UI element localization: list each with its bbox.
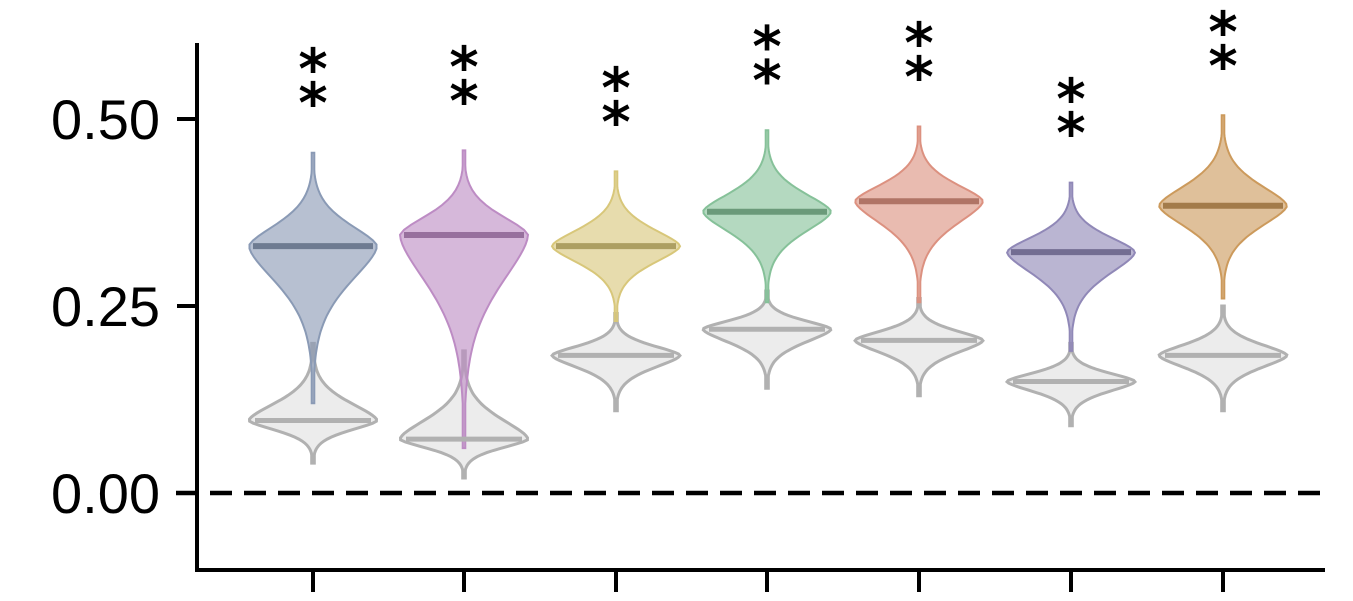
significance-star: * (601, 56, 630, 121)
colored-violin (1005, 181, 1137, 352)
baseline-violin (853, 297, 985, 398)
significance-star: * (904, 11, 933, 76)
colored-violin (854, 125, 984, 304)
significance-star: * (601, 90, 630, 155)
y-ticks: 0.00 0.25 0.50 (51, 88, 197, 525)
significance-star: * (1056, 68, 1085, 133)
significance-star: * (449, 35, 478, 100)
violin-group-3 (550, 170, 682, 413)
significance-markers: **** ****** **** (298, 0, 1237, 166)
significance-star: * (1208, 0, 1237, 65)
colored-violin (398, 149, 530, 450)
significance-star: * (449, 69, 478, 134)
significance-star: * (298, 38, 327, 103)
significance-star: * (752, 15, 781, 80)
significance-star: * (1208, 34, 1237, 99)
violin-group-1 (247, 151, 379, 465)
colored-violin (248, 151, 378, 405)
baseline-violin (550, 312, 682, 413)
baseline-violin (701, 289, 833, 390)
violin-group-5 (853, 125, 985, 398)
violins-layer (247, 114, 1289, 480)
significance-star: * (298, 72, 327, 137)
violin-group-4 (701, 129, 833, 390)
baseline-violin (1157, 304, 1289, 413)
significance-star: * (752, 49, 781, 114)
x-ticks (311, 570, 1225, 592)
violin-group-6 (1004, 181, 1138, 428)
significance-star: * (1056, 102, 1085, 167)
violin-group-7 (1157, 114, 1289, 413)
y-tick-label: 0.25 (51, 275, 160, 338)
significance-star: * (904, 45, 933, 110)
y-tick-label: 0.50 (51, 88, 160, 151)
baseline-violin (1004, 341, 1138, 428)
colored-violin (702, 129, 832, 304)
violin-group-2 (398, 149, 530, 480)
y-tick-label: 0.00 (51, 462, 160, 525)
